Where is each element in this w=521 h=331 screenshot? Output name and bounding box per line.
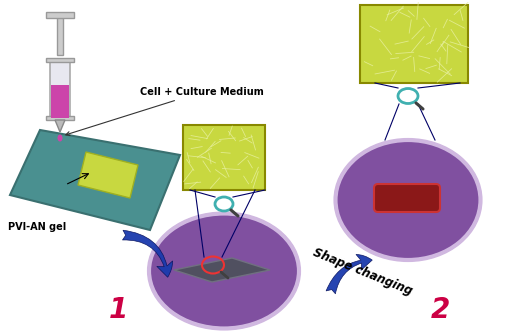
FancyBboxPatch shape (360, 5, 468, 83)
Ellipse shape (57, 134, 63, 141)
Text: Cell + Culture Medium: Cell + Culture Medium (66, 87, 264, 135)
Ellipse shape (336, 140, 480, 260)
Polygon shape (46, 116, 74, 120)
Text: 1: 1 (108, 296, 128, 324)
FancyBboxPatch shape (374, 184, 440, 212)
Text: Shape changing: Shape changing (312, 246, 415, 298)
Polygon shape (51, 85, 69, 118)
Polygon shape (78, 152, 138, 198)
Polygon shape (46, 12, 74, 18)
FancyArrowPatch shape (122, 230, 172, 277)
Polygon shape (55, 120, 65, 132)
Polygon shape (50, 60, 70, 120)
Polygon shape (46, 58, 74, 62)
Polygon shape (174, 258, 270, 282)
FancyArrowPatch shape (326, 255, 372, 294)
Text: PVI-AN gel: PVI-AN gel (8, 222, 66, 232)
FancyBboxPatch shape (183, 125, 265, 190)
Polygon shape (57, 15, 63, 55)
Text: 2: 2 (430, 296, 450, 324)
Ellipse shape (149, 213, 299, 328)
Polygon shape (10, 130, 180, 230)
